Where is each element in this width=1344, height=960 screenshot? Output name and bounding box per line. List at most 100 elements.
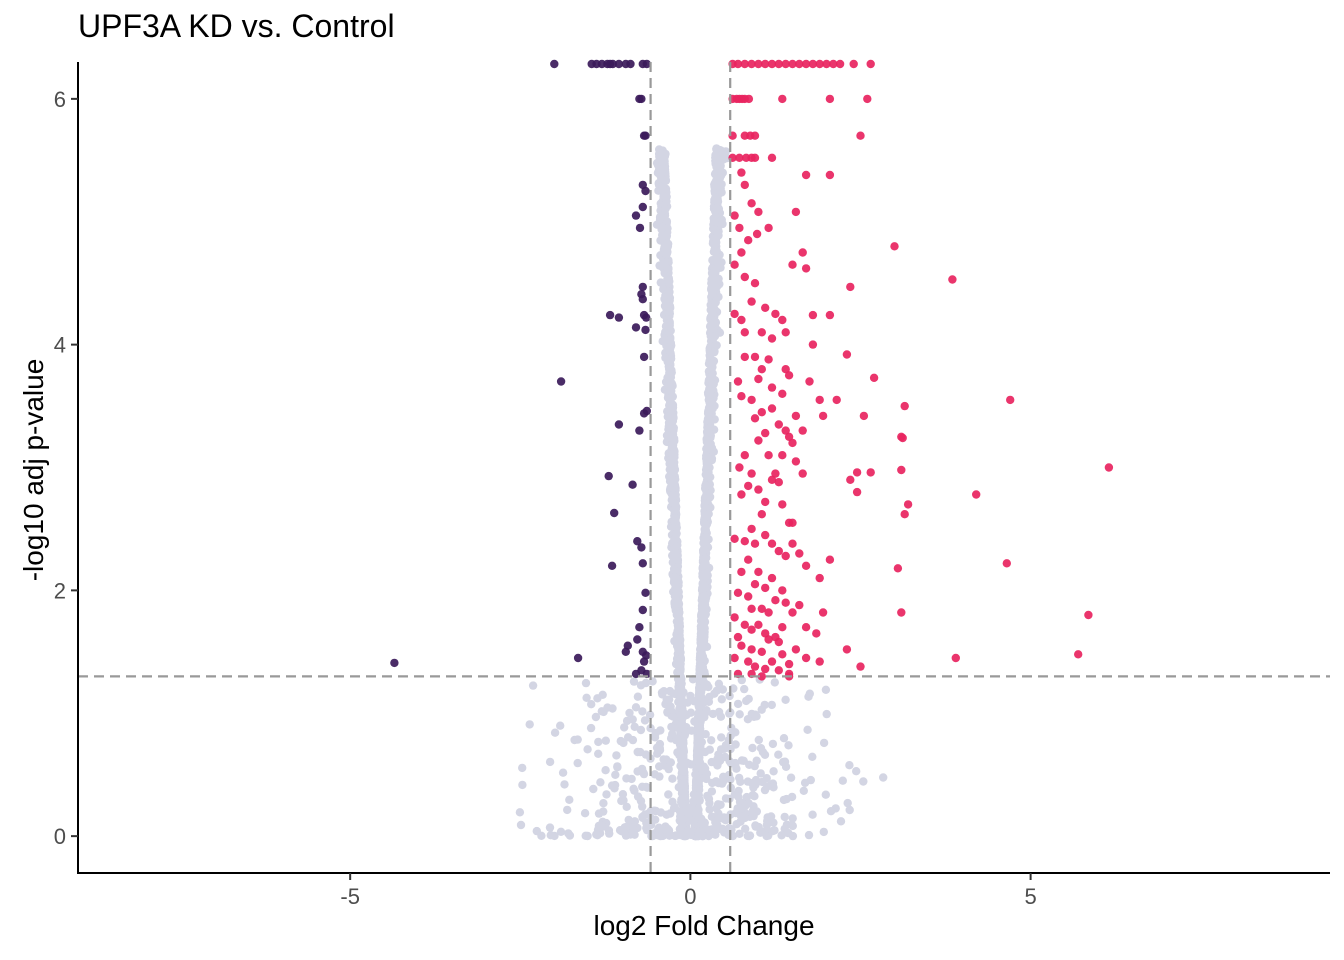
up-gene-point (795, 600, 804, 610)
ns-gene-point (594, 737, 603, 747)
up-gene-point (815, 395, 824, 405)
up-gene-point (761, 664, 770, 674)
up-gene-point (808, 340, 818, 349)
up-gene-point (778, 389, 787, 398)
ns-gene-point (788, 814, 797, 823)
ns-gene-point (687, 830, 696, 840)
up-gene-point (737, 315, 746, 325)
ns-gene-point (732, 820, 741, 829)
ns-gene-point (808, 810, 817, 819)
ns-gene-point (800, 778, 810, 787)
ns-gene-point (717, 695, 726, 704)
ns-gene-point (656, 808, 666, 817)
up-gene-point (767, 153, 777, 162)
up-gene-point (744, 555, 753, 564)
ns-gene-point (803, 725, 812, 734)
ns-gene-point (674, 598, 683, 607)
up-gene-point (733, 59, 743, 69)
up-gene-point (747, 469, 756, 478)
down-gene-point (639, 657, 649, 666)
ns-gene-point (731, 728, 740, 737)
ns-gene-point (669, 578, 679, 587)
up-gene-point (750, 580, 760, 589)
ns-gene-point (675, 698, 685, 707)
down-gene-point (638, 605, 647, 615)
up-gene-point (893, 564, 903, 573)
ns-gene-point (731, 740, 740, 749)
ns-gene-point (676, 678, 685, 687)
up-gene-point (767, 59, 777, 69)
up-gene-point (897, 608, 906, 617)
up-gene-point (761, 303, 770, 312)
ns-gene-point (686, 691, 695, 701)
ns-gene-point (612, 751, 621, 760)
up-gene-point (788, 518, 797, 527)
up-gene-point (890, 242, 899, 251)
up-gene-point (808, 310, 818, 320)
ns-gene-point (640, 716, 650, 725)
up-gene-point (740, 272, 749, 282)
up-gene-point (859, 411, 869, 421)
ns-gene-point (705, 398, 714, 407)
ns-gene-point (594, 809, 604, 818)
ns-gene-point (697, 818, 707, 828)
ns-gene-point (596, 778, 605, 787)
up-gene-point (767, 539, 777, 548)
ns-gene-point (706, 321, 716, 330)
up-gene-point (788, 260, 797, 269)
ns-gene-point (545, 823, 555, 832)
ns-gene-point (693, 793, 703, 802)
up-gene-point (754, 485, 763, 494)
up-gene-point (737, 248, 746, 257)
ns-gene-point (696, 676, 705, 685)
up-gene-point (815, 59, 824, 69)
ns-gene-point (734, 792, 743, 801)
ns-gene-point (845, 805, 854, 815)
up-gene-point (767, 383, 777, 392)
up-gene-point (767, 657, 777, 666)
up-gene-point (750, 662, 760, 671)
down-gene-point (642, 313, 651, 322)
up-gene-point (774, 546, 783, 556)
up-gene-point (767, 475, 777, 484)
ns-gene-point (718, 824, 727, 833)
ns-gene-point (678, 766, 687, 776)
ns-gene-point (726, 775, 735, 784)
ns-gene-point (804, 830, 814, 840)
up-gene-point (897, 465, 906, 475)
ns-gene-point (743, 777, 752, 786)
ns-gene-point (735, 829, 744, 838)
up-gene-point (757, 365, 766, 374)
ns-gene-point (733, 699, 743, 709)
up-gene-point (761, 583, 770, 593)
down-gene-point (573, 653, 583, 663)
up-gene-point (737, 392, 746, 401)
ns-gene-point (787, 792, 797, 802)
ns-gene-point (680, 731, 689, 740)
down-gene-point (614, 313, 624, 322)
ns-gene-point (709, 217, 719, 226)
ns-gene-point (758, 748, 768, 757)
ns-gene-point (556, 827, 566, 836)
ns-gene-point (630, 786, 639, 795)
ns-gene-point (583, 745, 592, 754)
ns-gene-point (662, 239, 671, 249)
ns-gene-point (705, 799, 714, 808)
ns-gene-point (593, 694, 602, 703)
ns-gene-point (763, 782, 772, 791)
ns-gene-point (754, 735, 763, 745)
ns-gene-point (613, 762, 622, 771)
ns-gene-point (713, 800, 723, 809)
ns-gene-point (669, 475, 678, 485)
ns-gene-point (751, 821, 760, 830)
up-gene-point (757, 510, 766, 519)
ns-gene-point (665, 335, 674, 345)
up-gene-point (740, 451, 749, 460)
ns-gene-point (556, 721, 565, 730)
ns-gene-point (658, 185, 667, 194)
ns-gene-point (645, 710, 655, 719)
ns-gene-point (700, 519, 710, 529)
down-gene-point (635, 623, 644, 632)
up-gene-point (737, 641, 746, 650)
ns-gene-point (699, 592, 709, 601)
